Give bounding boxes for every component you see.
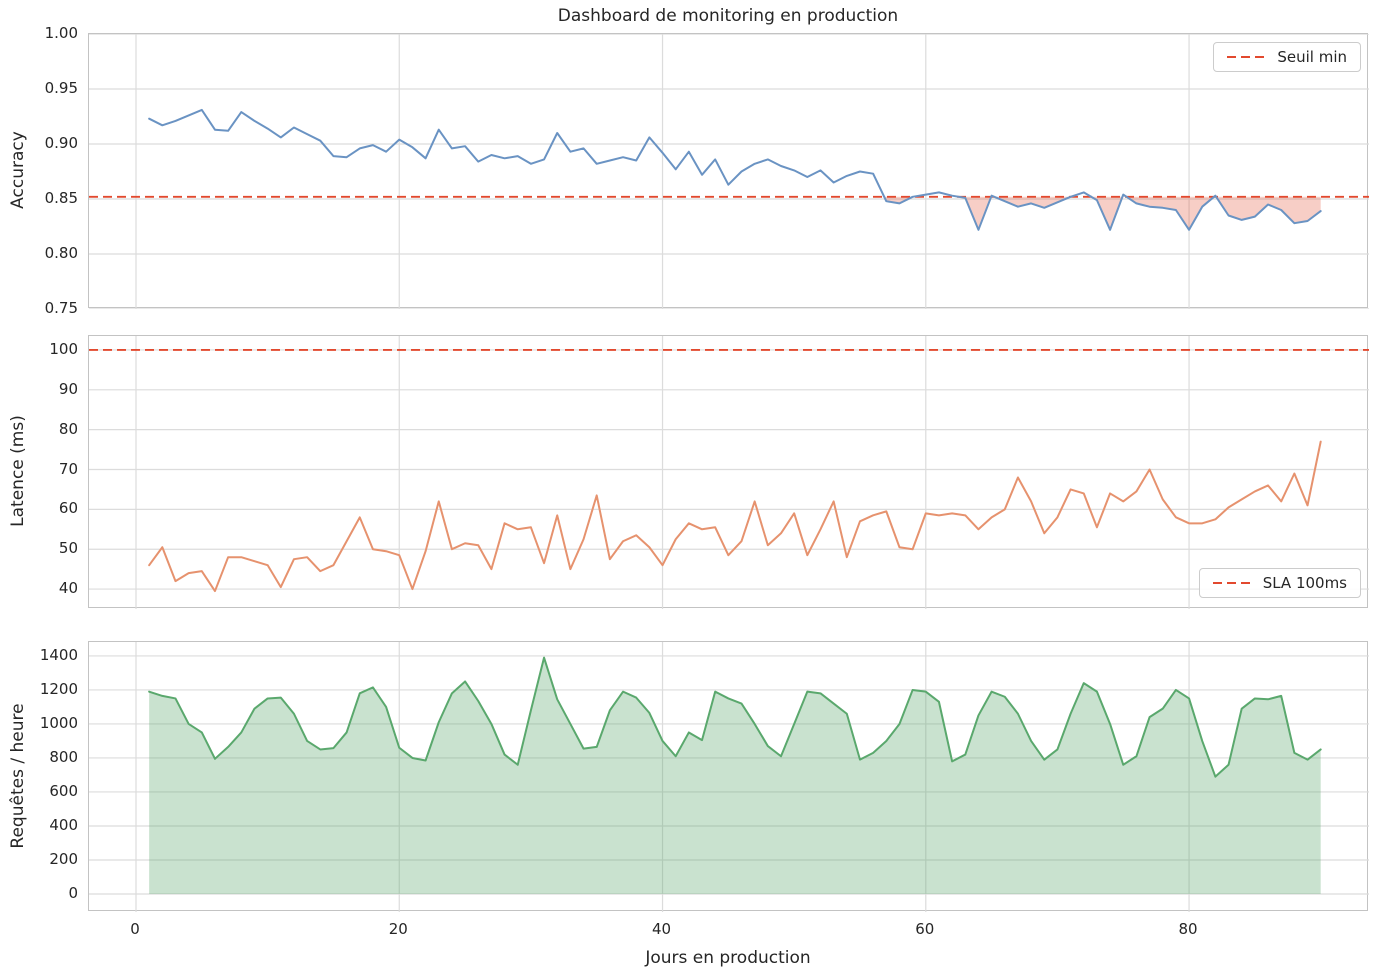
x-tick-label: 80: [1178, 920, 1198, 938]
red-dashed-line-sample-icon: [1212, 582, 1251, 584]
below-threshold-fill: [1091, 196, 1123, 230]
x-tick-label: 60: [915, 920, 935, 938]
series-line: [148, 440, 1322, 593]
x-tick-label: 20: [388, 920, 408, 938]
y-tick-label: 50: [58, 539, 78, 558]
figure-title: Dashboard de monitoring en production: [557, 6, 899, 26]
legend-sla-100ms: SLA 100ms: [1198, 568, 1361, 598]
accuracy-chart-panel: [88, 33, 1369, 309]
y-tick-label: 40: [58, 579, 78, 598]
y-tick-label: 600: [49, 781, 78, 800]
y-tick-label: 60: [58, 499, 78, 518]
y-tick-label: 800: [49, 747, 78, 766]
latency-chart-panel: [88, 335, 1369, 609]
x-tick-label: 40: [651, 920, 672, 938]
y-tick-label: 0.90: [44, 134, 78, 152]
requests-chart-panel: [88, 641, 1369, 912]
y-tick-label: 1200: [39, 679, 78, 698]
y-tick-label: 0.75: [44, 299, 78, 317]
y-tick-label: 0.95: [44, 79, 78, 97]
x-axis-label: Jours en production: [645, 948, 811, 968]
legend-sla-100ms-label: SLA 100ms: [1262, 574, 1347, 592]
legend-seuil-min: Seuil min: [1213, 42, 1361, 72]
red-dashed-line-sample-icon: [1227, 56, 1266, 58]
y-tick-label: 0.85: [44, 189, 78, 207]
series-line: [148, 108, 1322, 231]
accuracy-line-chart: [89, 34, 1369, 309]
y-tick-label: 1400: [39, 645, 78, 664]
x-tick-label: 0: [130, 920, 140, 938]
y-tick-label: 0.80: [44, 244, 78, 262]
latency-line-chart: [89, 336, 1369, 609]
requests-area-chart: [89, 642, 1369, 912]
y-tick-label: 100: [49, 339, 78, 358]
series-line: [148, 656, 1322, 778]
below-threshold-fill: [958, 196, 992, 230]
y-tick-label: 80: [58, 419, 78, 438]
y-tick-label: 0: [68, 883, 78, 902]
below-threshold-fill: [994, 196, 1071, 208]
y-tick-label: 400: [49, 815, 78, 834]
area-fill: [149, 657, 1321, 894]
y-tick-label: 200: [49, 849, 78, 868]
y-tick-label: 1000: [39, 713, 78, 732]
below-threshold-fill: [1126, 196, 1215, 230]
y-tick-label: 70: [58, 459, 78, 478]
y-tick-label: 1.00: [44, 24, 78, 42]
y-tick-label: 90: [58, 379, 78, 398]
below-threshold-fill: [1216, 196, 1321, 224]
legend-seuil-min-label: Seuil min: [1277, 48, 1347, 66]
